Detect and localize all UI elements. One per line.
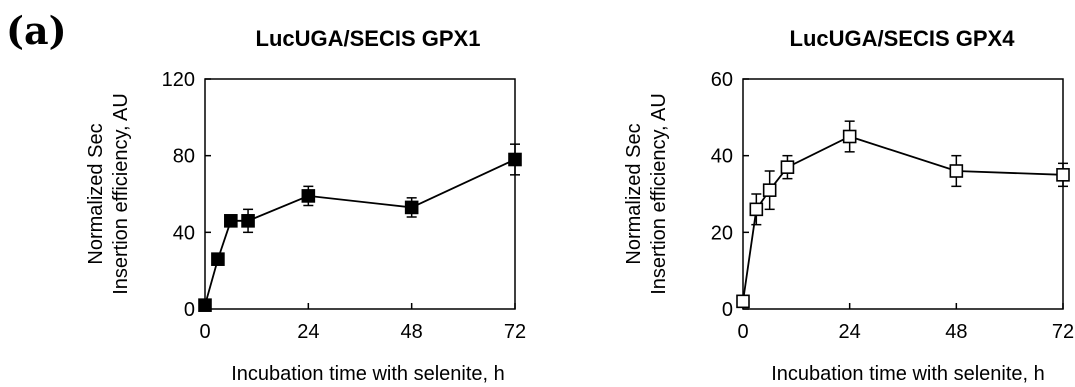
y-tick-label: 120 (162, 69, 195, 91)
y-axis-label: Insertion efficiency, AU (648, 93, 670, 295)
data-point (404, 200, 419, 215)
x-tick-label: 24 (839, 321, 861, 343)
x-axis-label: Incubation time with selenite, h (231, 363, 505, 385)
data-point (762, 183, 777, 197)
x-tick-label: 72 (1052, 321, 1074, 343)
x-tick-label: 72 (504, 321, 526, 343)
y-tick-label: 0 (722, 299, 733, 321)
data-point (198, 298, 212, 312)
plot-frame (204, 78, 516, 310)
y-axis-label: Normalized Sec (85, 123, 107, 264)
chart-2: LucUGA/SECIS GPX4 0 20 40 60 0 24 48 72 Normalize… (623, 26, 1074, 385)
data-point (842, 129, 857, 144)
data-point (949, 164, 964, 178)
x-tick-label: 48 (945, 321, 967, 343)
y-axis-label: Insertion efficiency, AU (110, 93, 132, 295)
x-tick-label: 0 (199, 321, 210, 343)
chart-title: LucUGA/SECIS GPX1 (256, 26, 481, 51)
y-tick-label: 60 (711, 69, 733, 91)
y-tick-label: 0 (184, 299, 195, 321)
data-point (224, 214, 238, 228)
data-point (780, 160, 795, 174)
y-tick-label: 40 (711, 146, 733, 168)
data-point (749, 202, 764, 217)
x-tick-label: 48 (401, 321, 423, 343)
data-point (508, 152, 522, 167)
data-point (301, 189, 316, 203)
x-tick-label: 0 (737, 321, 748, 343)
x-tick-label: 24 (297, 321, 319, 343)
y-tick-label: 80 (173, 146, 195, 168)
plot-frame (742, 78, 1064, 310)
data-point (211, 252, 225, 266)
data-point (736, 294, 750, 309)
x-axis-label: Incubation time with selenite, h (771, 363, 1045, 385)
data-point (1056, 168, 1070, 182)
y-tick-label: 40 (173, 222, 195, 244)
data-point (241, 214, 255, 228)
chart-title: LucUGA/SECIS GPX4 (790, 26, 1016, 51)
y-axis-label: Normalized Sec (623, 123, 645, 264)
chart-1: LucUGA/SECIS GPX1 0 40 80 120 0 24 48 72 Normaliz… (85, 26, 526, 385)
y-tick-label: 20 (711, 222, 733, 244)
panel-label: (a) (6, 8, 67, 53)
